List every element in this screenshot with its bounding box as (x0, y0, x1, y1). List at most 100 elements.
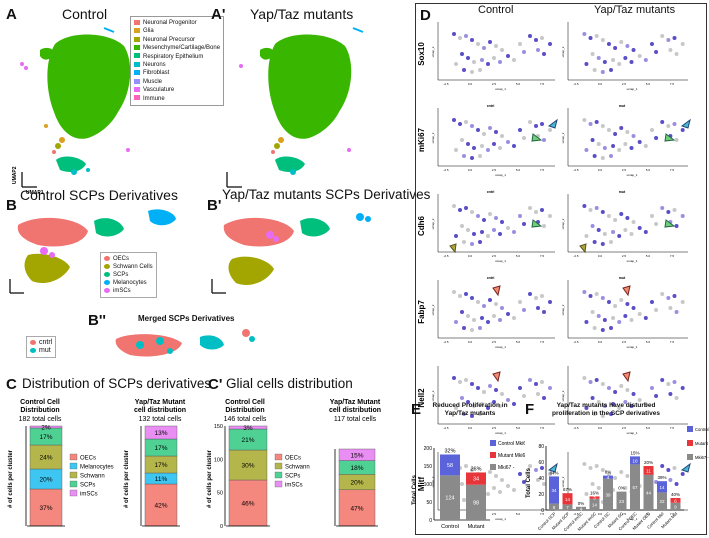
plot-point (454, 234, 458, 238)
legend-text: Control Mki67+ (695, 427, 709, 432)
plot-point (540, 36, 544, 40)
umap-control-all: UMAP1 UMAP2 (12, 27, 131, 196)
bar-percent: 15% (630, 450, 639, 455)
plot-point (600, 210, 605, 214)
plot-point (478, 326, 482, 330)
plot-point (548, 42, 552, 46)
plot-point (528, 206, 532, 210)
plot-point (534, 296, 538, 300)
plot-point (600, 156, 605, 160)
plot-point (486, 148, 490, 152)
plot-point (582, 462, 587, 466)
plot-subtitle: cntrl (487, 104, 495, 108)
plot-point (672, 36, 677, 40)
plot-x-tick: 2.5 (622, 340, 627, 344)
plot-point (629, 404, 634, 408)
plot-point (625, 130, 630, 134)
plot-point (488, 40, 492, 44)
plot-point (480, 402, 484, 406)
plot-point (506, 312, 510, 316)
plot-point (534, 124, 538, 128)
plot-point (470, 382, 474, 386)
plot-x-label: umap_1 (627, 173, 638, 177)
y-tick-label: 0 (220, 524, 223, 530)
plot-point (540, 122, 544, 126)
bar-value: 98 (473, 500, 479, 506)
plot-point (590, 138, 595, 142)
plot-point (602, 404, 607, 408)
plot-x-tick: 7.5 (670, 512, 675, 516)
plot-point (643, 58, 648, 62)
plot-point (637, 226, 642, 230)
plot-point (548, 472, 552, 476)
plot-point (619, 470, 624, 474)
bar-value: 4 (580, 506, 583, 511)
y-tick-label: 80 (538, 444, 544, 450)
plot-y-label: umap_2 (561, 476, 565, 487)
legend-item: Fibroblast (134, 69, 220, 77)
arrow-icon (492, 285, 501, 297)
plot-point (460, 310, 464, 314)
plot-point (674, 138, 679, 142)
plot-point (680, 472, 685, 476)
plot-x-label: umap_1 (627, 345, 638, 349)
plot-point (611, 402, 616, 406)
bar-mki67-pos (589, 496, 600, 499)
plot-x-tick: 5.0 (516, 168, 521, 172)
plot-point (613, 218, 618, 222)
legend-swatch (490, 452, 496, 458)
plot-point (488, 212, 492, 216)
legend-item: Neuronal Progenitor (134, 19, 220, 27)
y-axis-label: # of cells per cluster (207, 449, 213, 508)
plot-point (672, 380, 677, 384)
plot-x-tick: 7.5 (540, 254, 545, 258)
y-tick-label: 150 (424, 464, 433, 470)
chart-title: Yap/Taz Mutant (135, 399, 186, 406)
arrow-icon (664, 133, 676, 142)
legend-swatch (274, 462, 283, 470)
bar-value: 9 (674, 504, 677, 509)
plot-point (492, 228, 496, 232)
plot-point (512, 144, 516, 148)
legend-item: SCPs (104, 271, 153, 279)
panel-label-B2: B' (207, 197, 222, 214)
plot-x-label: umap_1 (495, 87, 506, 91)
plot-point (584, 148, 589, 152)
plot-subtitle: cntrl (487, 190, 495, 194)
plot-point (522, 308, 526, 312)
plot-point (452, 32, 456, 36)
plot-point (602, 318, 607, 322)
plot-x-tick: 7.5 (540, 426, 545, 430)
plot-point (462, 154, 466, 158)
x-tick-label: Control (441, 524, 459, 530)
bar-percent: 32% (444, 448, 455, 454)
plot-point (542, 482, 546, 486)
d-col-mutant: Yap/Taz mutants (594, 4, 676, 16)
plot-point (584, 320, 589, 324)
plot-x-tick: 7.5 (670, 426, 675, 430)
plot-point (488, 126, 492, 130)
plot-x-tick: -2.5 (443, 426, 449, 430)
plot-point (500, 306, 504, 310)
umap-cluster-main (40, 34, 131, 139)
umap-ylabel-A: UMAP2 (12, 166, 18, 184)
plot-point (631, 306, 636, 310)
plot-point (548, 128, 552, 132)
stack-segment-imscs (338, 448, 376, 461)
featureplot-sox10-mut: -2.5 0.0 2.5 5.0 7.5 umap_1 umap_2 (561, 22, 688, 91)
plot-point (649, 128, 654, 132)
plot-x-label: umap_1 (495, 345, 506, 349)
plot-x-tick: 2.5 (492, 512, 497, 516)
bar-value: 14 (659, 485, 665, 490)
bar-value: 58 (447, 463, 453, 469)
plot-point (472, 318, 476, 322)
plot-point (660, 378, 665, 382)
plot-x-tick: 7.5 (540, 168, 545, 172)
arrow-icon (680, 118, 691, 129)
plot-point (625, 216, 630, 220)
plot-point (637, 312, 642, 316)
plot-point (592, 154, 597, 158)
plot-point (470, 70, 474, 74)
featureplot-fabp7-ctrl: -2.5 0.0 2.5 5.0 7.5 umap_1 umap_2 cntrl (431, 276, 555, 349)
plot-y-label: umap_2 (561, 218, 565, 229)
